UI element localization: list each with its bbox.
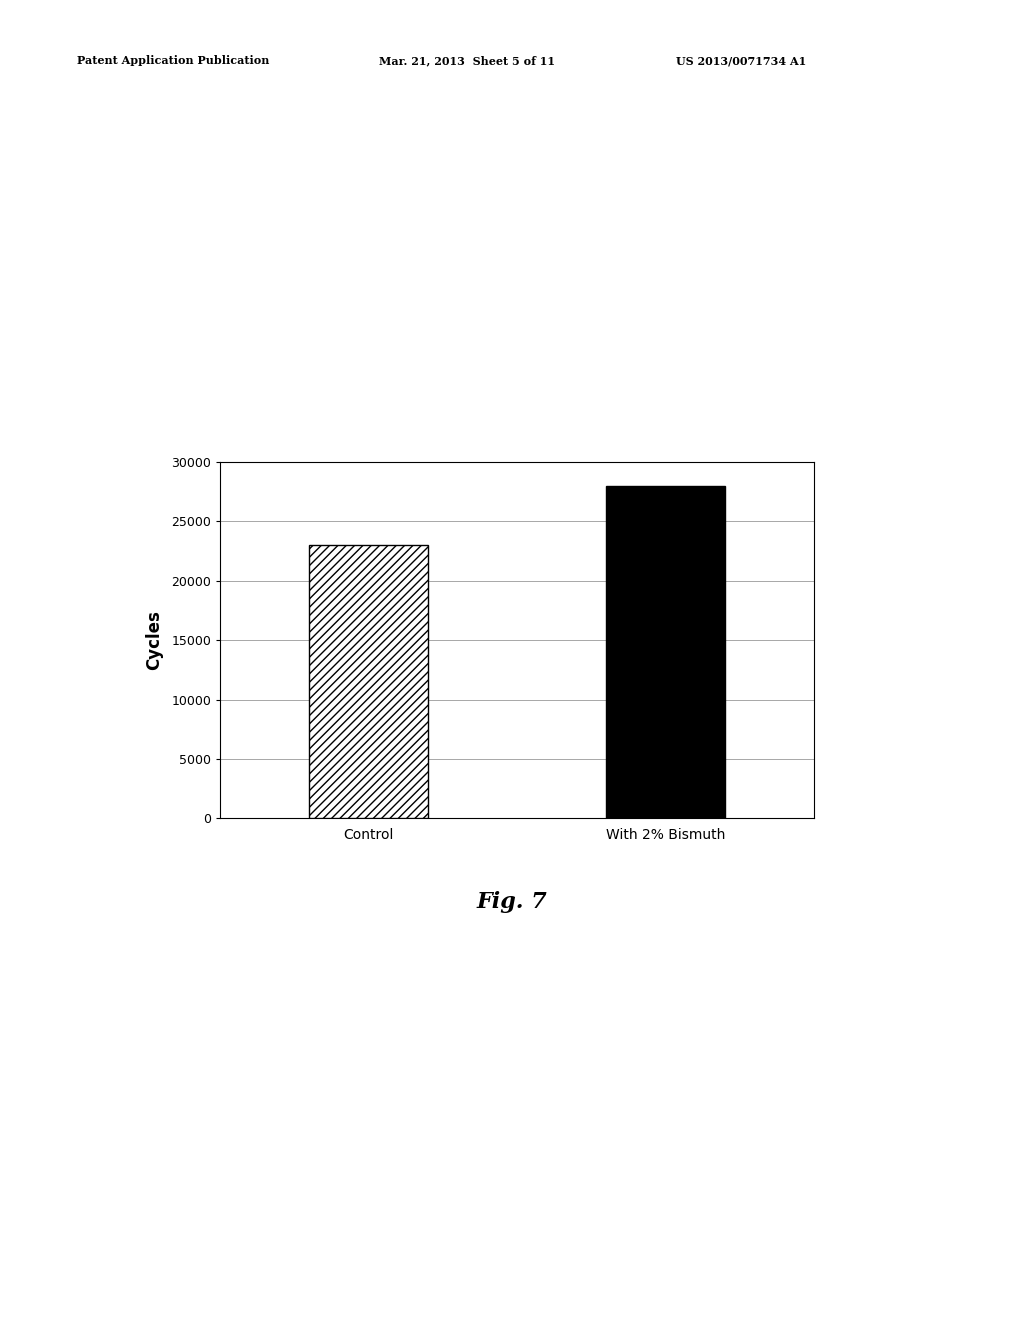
Bar xyxy=(606,486,725,818)
Text: US 2013/0071734 A1: US 2013/0071734 A1 xyxy=(676,55,806,66)
Bar xyxy=(309,545,428,818)
Text: Patent Application Publication: Patent Application Publication xyxy=(77,55,269,66)
Y-axis label: Cycles: Cycles xyxy=(145,610,163,671)
Text: Mar. 21, 2013  Sheet 5 of 11: Mar. 21, 2013 Sheet 5 of 11 xyxy=(379,55,555,66)
Text: Fig. 7: Fig. 7 xyxy=(476,891,548,913)
